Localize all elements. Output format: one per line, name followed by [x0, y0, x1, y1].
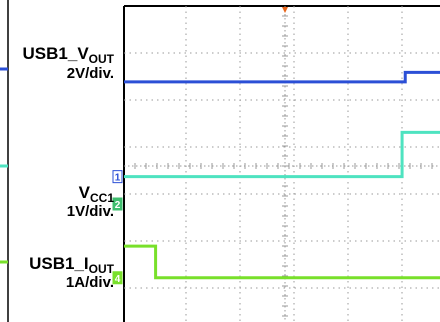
series-trace-0 [124, 70, 440, 84]
scope-plot-area: 1 4 2 [112, 5, 440, 322]
trigger-marker [282, 7, 288, 13]
series-subscript-usb1-vout: OUT [88, 52, 114, 66]
series-subscript-vcc1: CC1 [89, 191, 114, 205]
channel-marker-1: 1 [112, 170, 123, 184]
channel-marker-2-text: 2 [115, 200, 121, 211]
series-trace-1 [124, 130, 440, 179]
channel-marker-4-box [112, 271, 123, 285]
channel-marker-4: 4 [112, 271, 123, 285]
series-label-usb1-vout: USB1_VOUT [23, 44, 114, 69]
channel-marker-4-text: 4 [115, 274, 121, 285]
series-scale-usb1-iout: 1A/div. [65, 274, 114, 291]
channel-marker-2: 2 [112, 197, 123, 211]
series-label-usb1-iout: USB1_IOUT [29, 254, 114, 279]
series-trace-2 [124, 244, 440, 280]
channel-marker-1-box [112, 170, 123, 184]
channel-markers: 1 4 2 [112, 170, 123, 285]
channel-marker-1-text: 1 [115, 173, 121, 184]
series-name-usb1-iout: USB1_I [29, 254, 89, 273]
series-scale-vcc1: 1V/div. [66, 203, 114, 220]
series-name-usb1-vout: USB1_V [22, 44, 89, 63]
left-panel [0, 0, 9, 322]
channel-marker-2-box [112, 197, 123, 211]
series-subscript-usb1-iout: OUT [88, 262, 114, 276]
scope-traces [124, 70, 440, 280]
scope-grid [124, 6, 440, 322]
series-scale-usb1-vout: 2V/div. [66, 65, 114, 82]
series-label-vcc1: VCC1 [79, 183, 114, 208]
series-name-vcc1: V [78, 183, 90, 202]
